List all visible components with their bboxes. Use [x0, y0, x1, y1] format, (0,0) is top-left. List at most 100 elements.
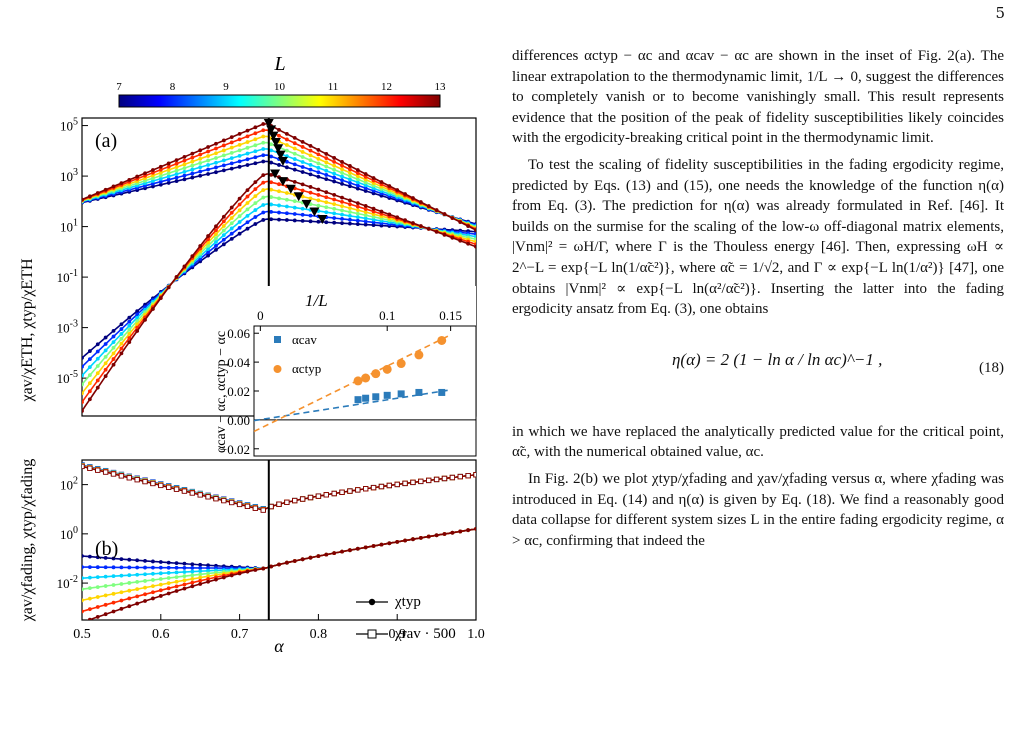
panel-b-typ-point	[119, 582, 124, 586]
panel-b-typ-point	[111, 600, 116, 605]
panel-a-point	[135, 329, 140, 333]
panel-a-point	[348, 210, 352, 214]
panel-a-point	[151, 307, 155, 311]
inset-typ-point	[437, 335, 447, 345]
panel-b-typ-point	[127, 596, 132, 601]
panel-a-point	[277, 127, 281, 132]
panel-b-typ-point	[87, 607, 92, 612]
panel-a-point	[316, 170, 321, 175]
panel-b-typ-point	[119, 557, 124, 561]
panel-a-point	[103, 367, 108, 372]
panel-a-point	[324, 164, 329, 169]
panel-b-legend: χtyp χrav · 500	[356, 594, 456, 642]
peak-marker	[317, 215, 328, 225]
panel-a-point	[324, 200, 329, 205]
inset-x-tick-label: 0.15	[439, 308, 462, 323]
panel-b-typ-point	[111, 583, 116, 587]
panel-b-typ-point	[127, 573, 132, 578]
panel-a-point	[316, 165, 321, 170]
panel-a-point	[316, 156, 321, 161]
panel-b-typ-point	[324, 552, 329, 557]
panel-a-point	[316, 219, 321, 224]
panel-a-point	[308, 167, 313, 172]
panel-b-typ-point	[190, 580, 195, 585]
panel-b-typ-point	[103, 612, 108, 617]
panel-b-typ-point	[87, 565, 92, 570]
panel-b-typ-point	[418, 535, 423, 540]
x-tick-label: 1.0	[467, 627, 485, 642]
panel-b-typ-point	[143, 599, 147, 603]
panel-a-point	[324, 173, 329, 177]
panel-b-typ-point	[95, 575, 100, 580]
panel-a-point	[379, 209, 384, 214]
panel-b-label: (b)	[95, 538, 118, 560]
panel-a-point	[103, 354, 108, 359]
panel-a-point	[269, 202, 274, 207]
panel-a-point	[206, 163, 210, 167]
panel-b-typ-point	[151, 565, 155, 570]
panel-a-point	[151, 173, 155, 178]
panel-b-curves	[82, 462, 476, 620]
panel-a-point	[292, 141, 297, 146]
peak-marker	[285, 184, 296, 194]
panel-a-point	[151, 184, 155, 189]
panel-a-point	[324, 190, 329, 195]
panel-a-point	[355, 180, 360, 185]
panel-b-typ-point	[127, 581, 132, 585]
panel-a-point	[292, 135, 297, 140]
panel-a-point	[269, 187, 274, 192]
panel-a-point	[111, 345, 116, 350]
panel-b-typ-point	[127, 565, 132, 570]
panel-a-point	[237, 153, 242, 158]
panel-a-point	[277, 163, 281, 167]
panel-a-point	[245, 151, 250, 156]
panel-a-point	[348, 174, 352, 178]
panel-a-point	[95, 191, 100, 195]
panel-b-typ-point	[103, 584, 108, 588]
panel-b-typ-point	[158, 571, 163, 576]
panel-a-point	[229, 161, 234, 166]
panel-b-typ-point	[348, 548, 352, 553]
panel-a-point	[87, 194, 92, 199]
peak-marker	[277, 177, 288, 187]
panel-b-typ-point	[151, 571, 155, 576]
panel-b-y-label: χav/χfading, χtyp/χfading	[19, 459, 36, 623]
panel-a-point	[348, 177, 352, 182]
panel-a-point	[300, 165, 305, 169]
text-column: differences αctyp − αc and αcav − αc are…	[512, 46, 1004, 551]
panel-b-typ-point	[158, 582, 163, 587]
panel-b-typ-line	[82, 528, 476, 570]
panel-a-point	[324, 152, 329, 156]
panel-a-point	[206, 145, 210, 149]
panel-b-av-point	[386, 482, 392, 489]
panel-b-typ-point	[206, 574, 210, 579]
panel-a-point	[82, 197, 84, 202]
panel-a-point	[261, 218, 266, 222]
panel-a-point	[229, 140, 234, 145]
panel-b-av-point	[347, 488, 353, 494]
panel-a-point	[277, 203, 281, 208]
panel-a-point	[348, 170, 352, 175]
panel-b-typ-point	[174, 584, 179, 589]
panel-a-point	[371, 176, 376, 180]
panel-a-point	[450, 235, 455, 240]
panel-b-av-point	[189, 490, 195, 496]
panel-a-point	[269, 148, 274, 153]
colorbar	[118, 94, 441, 108]
panel-b-legend-typ: χtyp	[394, 594, 421, 610]
inset-y-tick-label: 0.06	[227, 326, 250, 341]
panel-a-point	[261, 180, 266, 185]
inset-av-point	[438, 388, 446, 396]
panel-a-point	[269, 142, 274, 147]
panel-b-typ-point	[143, 592, 147, 597]
panel-b-typ-point	[174, 570, 179, 575]
panel-a-point	[284, 131, 289, 136]
panel-a-point	[221, 233, 226, 238]
panel-a-point	[348, 198, 352, 203]
panel-a-point	[158, 167, 163, 172]
inset-typ-point	[396, 359, 406, 369]
panel-b-av-point	[457, 473, 463, 480]
panel-a-point	[214, 240, 218, 244]
panel-a-point	[348, 206, 352, 211]
y-tick-label: 10-5	[57, 369, 78, 386]
